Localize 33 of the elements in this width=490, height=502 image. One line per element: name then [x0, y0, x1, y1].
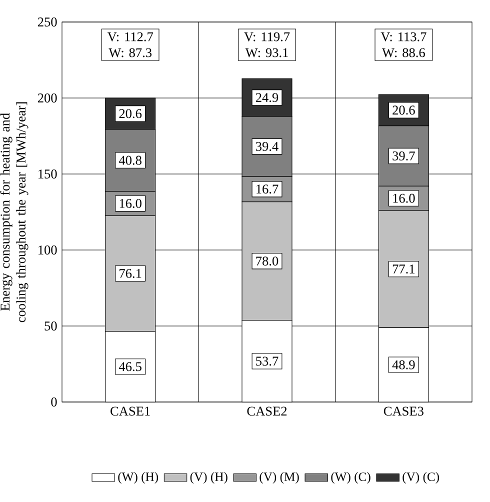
x-tick-label: CASE2: [247, 406, 287, 416]
y-tick-label: 250: [38, 18, 57, 26]
data-label: 39.7: [392, 151, 415, 160]
data-label: 40.8: [118, 156, 142, 165]
total-label: V: 113.7 W: 88.6: [380, 32, 426, 58]
legend-label: (V) (C): [402, 472, 440, 484]
data-label: 53.7: [256, 356, 278, 366]
data-label: 39.4: [256, 142, 278, 151]
data-label: 46.5: [118, 362, 142, 372]
x-tick-label: CASE1: [110, 406, 150, 416]
data-label: 16.0: [393, 194, 415, 203]
data-label: 77.1: [392, 264, 415, 274]
total-label: V: 119.7 W: 93.1: [244, 32, 290, 58]
legend-label: (V) (M): [260, 472, 299, 484]
data-label: 78.0: [256, 256, 278, 266]
legend-label: (W) (H): [118, 472, 158, 484]
y-tick-label: 50: [44, 322, 57, 330]
x-tick-label: CASE3: [384, 406, 424, 416]
data-label: 16.0: [120, 198, 142, 208]
legend-label: (V) (H): [190, 472, 228, 484]
data-label: 48.9: [392, 360, 415, 370]
data-label: 16.7: [256, 184, 278, 194]
data-label: 20.6: [392, 106, 415, 115]
y-tick-label: 0: [51, 398, 57, 406]
legend-label: (W) (C): [331, 472, 370, 484]
data-label: 20.6: [119, 109, 142, 118]
y-tick-label: 100: [38, 246, 57, 254]
data-label: 24.9: [256, 93, 278, 102]
y-tick-label: 200: [38, 94, 57, 102]
y-tick-label: 150: [38, 170, 57, 178]
data-label: 76.1: [120, 268, 142, 278]
y-axis-title: Energy consumption for heating and cooling throughout the year [MWh/year]: [0, 102, 28, 322]
total-label: V: 112.7 W: 87.3: [107, 32, 154, 58]
